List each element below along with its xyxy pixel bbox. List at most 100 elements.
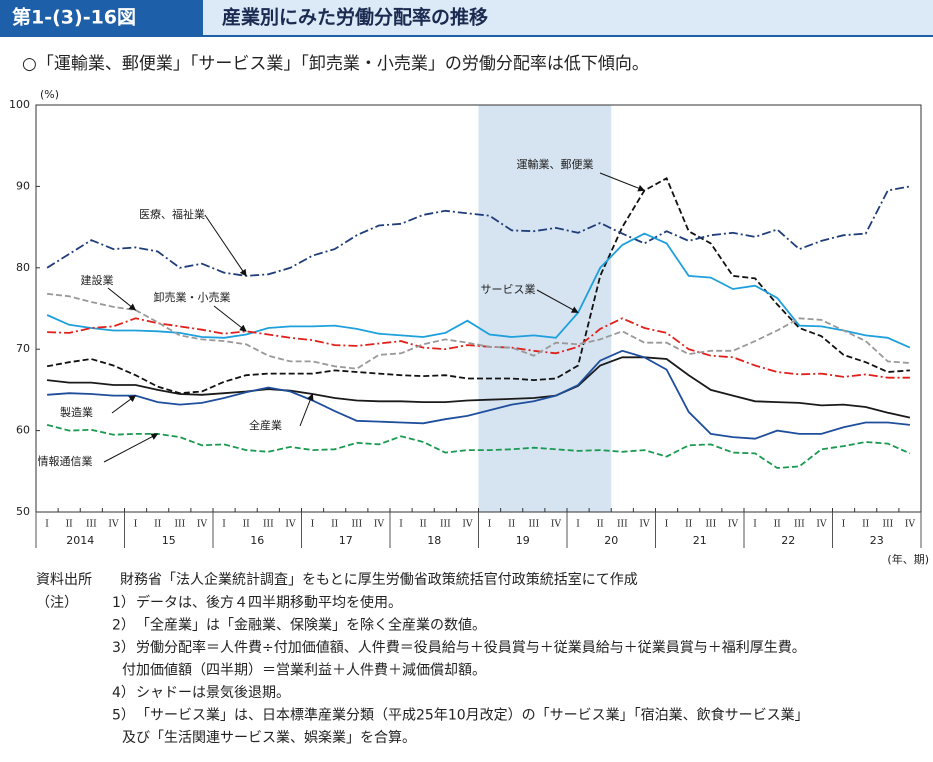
x-tick-label: III xyxy=(705,520,716,530)
series-line xyxy=(46,356,911,419)
x-tick-label: IV xyxy=(728,520,739,530)
figure-number: 第1-(3)-16図 xyxy=(12,6,136,29)
x-tick-label: I xyxy=(311,520,315,530)
x-tick-label: III xyxy=(263,520,274,530)
series-label: 卸売業・小売業 xyxy=(154,290,231,304)
x-tick-label: II xyxy=(66,520,74,530)
x-tick-label: IV xyxy=(197,520,208,530)
series-line xyxy=(46,292,910,370)
note-text: 付加価値額（四半期）＝営業利益＋人件費＋減価償却額。 xyxy=(122,662,486,679)
series-label: 製造業 xyxy=(60,405,93,419)
label-arrow xyxy=(103,433,159,463)
x-unit: (年、期) xyxy=(887,552,929,566)
year-label: 16 xyxy=(250,534,264,547)
note-number: 5） xyxy=(112,708,135,724)
x-tick-label: I xyxy=(665,520,669,530)
year-label: 19 xyxy=(516,534,530,547)
year-label: 2014 xyxy=(66,534,94,547)
y-tick-label: 60 xyxy=(16,424,30,437)
x-tick-label: II xyxy=(154,520,162,530)
x-tick-label: II xyxy=(774,520,782,530)
x-tick-label: I xyxy=(134,520,138,530)
x-tick-label: IV xyxy=(374,520,385,530)
year-label: 17 xyxy=(339,534,353,547)
year-label: 18 xyxy=(427,534,441,547)
note-number: 4） xyxy=(112,685,135,701)
series-line xyxy=(46,232,911,349)
source-label: 資料出所 xyxy=(36,572,92,588)
series-label: 医療、福祉業 xyxy=(139,207,205,221)
x-tick-label: II xyxy=(862,520,870,530)
note-text: データは、後方４四半期移動平均を使用。 xyxy=(136,594,402,611)
x-tick-label: IV xyxy=(108,520,119,530)
x-tick-label: I xyxy=(576,520,580,530)
y-tick-label: 80 xyxy=(16,261,30,274)
label-arrow xyxy=(204,214,247,277)
series-line xyxy=(47,349,910,440)
x-tick-label: IV xyxy=(285,520,296,530)
x-tick-label: II xyxy=(243,520,251,530)
figure-number-box xyxy=(0,0,203,36)
label-arrow xyxy=(213,305,247,332)
x-tick-label: IV xyxy=(816,520,827,530)
x-tick-label: I xyxy=(45,520,49,530)
x-tick-label: IV xyxy=(551,520,562,530)
series-line xyxy=(46,424,911,469)
x-tick-label: II xyxy=(331,520,339,530)
label-arrow xyxy=(111,395,137,414)
x-tick-label: III xyxy=(86,520,97,530)
series-line xyxy=(47,317,910,379)
series-label: 運輸業、郵便業 xyxy=(517,157,594,171)
source: 財務省「法人企業統計調査」をもとに厚生労働省政策統括官付政策統括室にて作成 xyxy=(120,571,638,588)
x-tick-label: I xyxy=(399,520,403,530)
subtitle: ○「運輸業、郵便業」「サービス業」「卸売業・小売業」の労働分配率は低下傾向。 xyxy=(22,54,649,74)
y-tick-label: 50 xyxy=(16,505,30,518)
y-tick-label: 100 xyxy=(9,98,30,111)
notes: 資料出所 財務省「法人企業統計調査」をもとに厚生労働省政策統括官付政策統括室にて作… xyxy=(36,571,809,746)
note-text: 労働分配率＝人件費÷付加価値額、人件費＝役員給与＋役員賞与＋従業員給与＋従業員賞… xyxy=(136,639,806,656)
x-tick-label: III xyxy=(174,520,185,530)
x-tick-label: II xyxy=(597,520,605,530)
x-tick-label: II xyxy=(420,520,428,530)
note-text: シャドーは景気後退期。 xyxy=(136,685,290,701)
series-label: 全産業 xyxy=(249,418,282,432)
note-text: 「全産業」は「金融業、保険業」を除く全産業の数値。 xyxy=(136,617,486,634)
year-label: 23 xyxy=(870,534,884,547)
note-number: 1） xyxy=(112,595,135,611)
note-number: 3） xyxy=(112,640,135,656)
series-line xyxy=(46,185,911,277)
x-tick-label: IV xyxy=(639,520,650,530)
x-tick-label: III xyxy=(617,520,628,530)
series-label: 情報通信業 xyxy=(38,455,93,468)
year-label: 15 xyxy=(162,534,176,547)
x-tick-label: IV xyxy=(462,520,473,530)
shade xyxy=(478,105,612,512)
year-label: 20 xyxy=(604,534,618,547)
label-arrow xyxy=(299,393,314,427)
x-tick-label: III xyxy=(440,520,451,530)
x-tick-label: II xyxy=(508,520,516,530)
x-tick-label: III xyxy=(351,520,362,530)
x-tick-label: II xyxy=(685,520,693,530)
series-label: サービス業 xyxy=(481,283,536,296)
x-tick-label: III xyxy=(528,520,539,530)
y-unit: (%) xyxy=(40,88,59,101)
note-number: 2） xyxy=(112,618,135,634)
x-tick-label: III xyxy=(794,520,805,530)
year-label: 22 xyxy=(781,534,795,547)
y-tick-label: 70 xyxy=(16,342,30,355)
x-tick-label: IV xyxy=(905,520,916,530)
x-tick-label: I xyxy=(222,520,226,530)
label-arrow xyxy=(107,287,137,311)
x-tick-label: I xyxy=(753,520,757,530)
label-arrow xyxy=(536,289,579,314)
y-tick-label: 90 xyxy=(16,179,30,192)
note-text: 及び「生活関連サービス業、娯楽業」を合算。 xyxy=(122,730,416,746)
x-tick-label: I xyxy=(842,520,846,530)
year-label: 21 xyxy=(693,534,707,547)
notes-label: （注） xyxy=(36,595,78,611)
series-label: 建設業 xyxy=(81,273,114,287)
x-tick-label: III xyxy=(882,520,893,530)
